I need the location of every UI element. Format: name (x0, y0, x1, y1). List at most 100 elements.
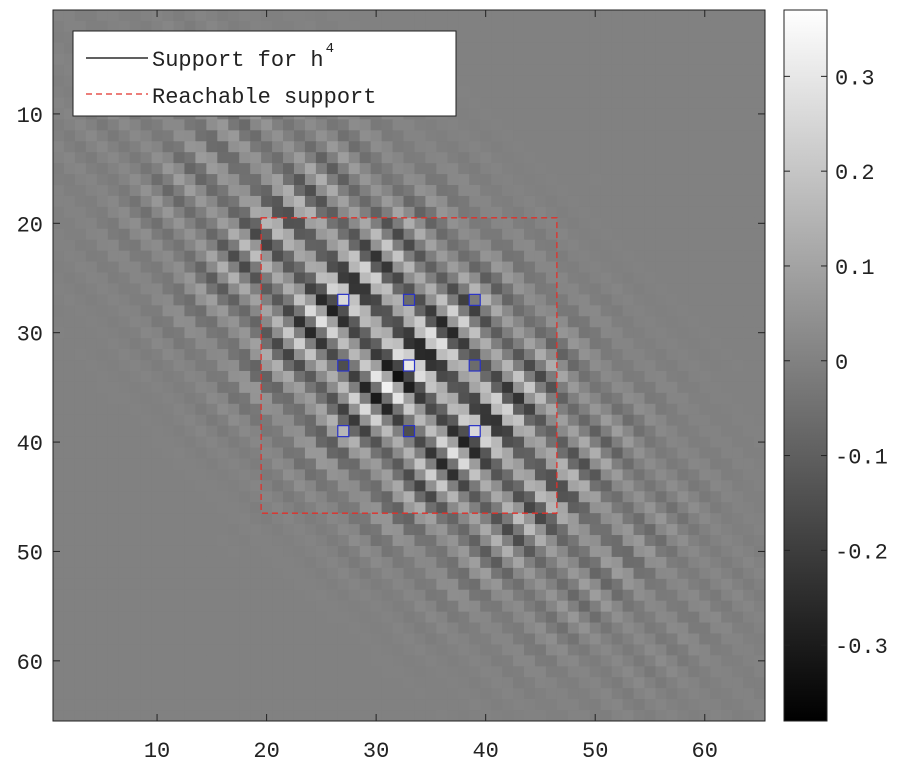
heatmap-cell (315, 294, 328, 306)
heatmap-cell (524, 425, 536, 438)
heatmap-cell (644, 600, 657, 613)
heatmap-cell (96, 655, 109, 667)
heatmap-cell (425, 447, 437, 460)
heatmap-cell (732, 370, 744, 383)
heatmap-cell (304, 458, 317, 471)
heatmap-cell (502, 436, 514, 449)
heatmap-cell (534, 31, 547, 44)
heatmap-cell (370, 261, 383, 274)
heatmap-cell (381, 480, 394, 492)
heatmap-cell (677, 272, 689, 285)
heatmap-cell (534, 666, 547, 678)
heatmap-cell (480, 316, 492, 328)
heatmap-cell (545, 403, 558, 416)
heatmap-cell (688, 53, 700, 66)
heatmap-cell (534, 349, 547, 361)
heatmap-cell (173, 458, 186, 471)
heatmap-cell (326, 403, 339, 416)
heatmap-cell (447, 502, 459, 514)
heatmap-cell (578, 622, 591, 635)
heatmap-cell (458, 305, 470, 317)
heatmap-cell (107, 349, 120, 361)
heatmap-cell (381, 370, 394, 383)
heatmap-cell (184, 611, 196, 624)
heatmap-cell (184, 578, 196, 591)
heatmap-cell (107, 611, 120, 624)
heatmap-cell (250, 283, 262, 295)
heatmap-cell (666, 206, 678, 219)
heatmap-cell (359, 261, 372, 274)
heatmap-cell (217, 163, 229, 175)
heatmap-cell (655, 513, 668, 525)
heatmap-cell (480, 666, 492, 678)
heatmap-cell (326, 524, 339, 536)
heatmap-cell (206, 414, 218, 427)
heatmap-cell (666, 524, 678, 536)
heatmap-cell (600, 403, 613, 416)
heatmap-cell (567, 305, 580, 317)
heatmap-cell (502, 119, 514, 131)
heatmap-cell (85, 20, 98, 33)
heatmap-cell (589, 228, 602, 241)
heatmap-cell (458, 458, 470, 471)
heatmap-cell (217, 414, 229, 427)
heatmap-cell (743, 436, 755, 449)
heatmap-cell (96, 403, 109, 416)
heatmap-cell (732, 436, 744, 449)
heatmap-cell (370, 130, 383, 142)
heatmap-cell (578, 53, 591, 66)
heatmap-cell (304, 20, 317, 33)
heatmap-cell (74, 283, 87, 295)
heatmap-cell (545, 622, 558, 635)
heatmap-cell (622, 294, 635, 306)
heatmap-cell (53, 239, 65, 252)
heatmap-cell (184, 425, 196, 438)
heatmap-cell (162, 458, 175, 471)
heatmap-cell (491, 305, 503, 317)
heatmap-cell (699, 75, 711, 88)
heatmap-cell (699, 611, 711, 624)
heatmap-cell (228, 349, 240, 361)
colorbar-tick-label: -0.2 (835, 540, 888, 565)
heatmap-cell (53, 611, 65, 624)
heatmap-cell (480, 250, 492, 263)
heatmap-cell (162, 185, 175, 197)
heatmap-cell (710, 75, 722, 88)
heatmap-cell (107, 316, 120, 328)
heatmap-cell (381, 261, 394, 274)
heatmap-cell (710, 239, 722, 252)
heatmap-cell (315, 195, 328, 208)
heatmap-cell (304, 338, 317, 350)
heatmap-cell (348, 447, 361, 460)
heatmap-cell (85, 699, 98, 711)
heatmap-cell (688, 327, 700, 339)
heatmap-cell (710, 338, 722, 350)
heatmap-cell (272, 666, 284, 678)
heatmap-cell (107, 370, 120, 383)
heatmap-cell (118, 688, 131, 700)
heatmap-cell (272, 250, 284, 263)
heatmap-cell (348, 185, 361, 197)
heatmap-cell (754, 119, 765, 131)
heatmap-cell (754, 316, 765, 328)
heatmap-cell (677, 130, 689, 142)
heatmap-cell (184, 535, 196, 547)
heatmap-cell (677, 86, 689, 99)
heatmap-cell (469, 316, 481, 328)
heatmap-cell (578, 469, 591, 481)
heatmap-cell (524, 524, 536, 536)
heatmap-cell (151, 217, 164, 230)
heatmap-cell (611, 206, 624, 219)
heatmap-cell (524, 108, 536, 120)
heatmap-cell (754, 64, 765, 77)
heatmap-cell (622, 502, 635, 514)
heatmap-cell (381, 436, 394, 449)
heatmap-cell (480, 97, 492, 110)
heatmap-cell (53, 272, 65, 285)
heatmap-cell (436, 381, 448, 394)
heatmap-cell (524, 294, 536, 306)
heatmap-cell (567, 524, 580, 536)
heatmap-cell (611, 64, 624, 77)
heatmap-cell (173, 699, 186, 711)
heatmap-cell (206, 130, 218, 142)
